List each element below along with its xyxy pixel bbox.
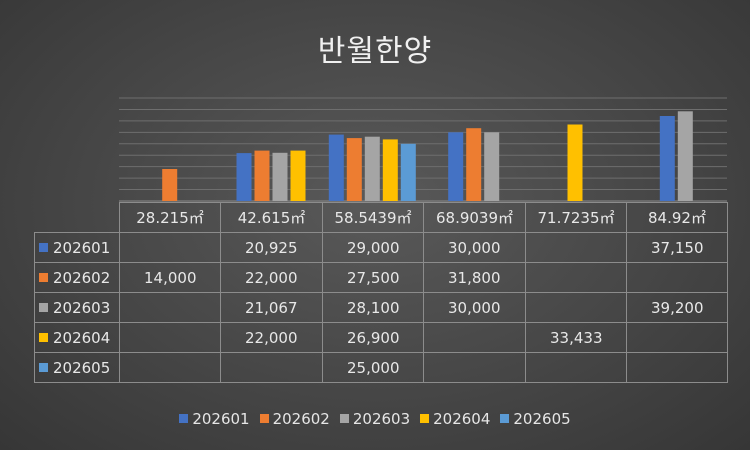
table-cell: 26,900: [322, 322, 424, 353]
table-cell: 22,000: [220, 322, 323, 353]
bar-202603-2: [364, 136, 380, 201]
legend-item: 202602: [259, 410, 330, 428]
table-cell: [423, 322, 526, 353]
legend-item: 202603: [339, 410, 411, 428]
legend-label: 202603: [352, 410, 411, 428]
series-row-header: 202602: [34, 262, 120, 293]
category-label: 28.215㎡: [119, 202, 221, 233]
table-cell: 39,200: [626, 292, 728, 323]
series-name: 202604: [53, 328, 111, 347]
category-label: 58.5439㎡: [322, 202, 424, 233]
series-name: 202601: [53, 238, 111, 257]
series-row-header: 202604: [34, 322, 120, 353]
category-label: 84.92㎡: [626, 202, 728, 233]
table-cell: 21,067: [220, 292, 323, 323]
bar-202603-1: [272, 152, 288, 201]
legend-item: 202604: [420, 410, 490, 428]
table-cell: 27,500: [322, 262, 424, 293]
legend-item: 202605: [500, 410, 571, 428]
table-corner: [34, 202, 120, 233]
table-cell: [119, 232, 221, 263]
legend-label: 202604: [433, 410, 491, 428]
table-cell: [626, 322, 728, 353]
table-cell: [626, 262, 728, 293]
table-cell: [626, 352, 728, 383]
legend-swatch: [420, 414, 430, 423]
series-row-header: 202603: [34, 292, 120, 323]
bar-202601-5: [659, 116, 675, 201]
chart-title: 반월한양: [317, 34, 433, 69]
table-cell: [119, 352, 221, 383]
chart-legend: 202601 202602 202603 202604 202605: [0, 410, 750, 428]
table-row: 202604 22,000 26,900 33,433: [34, 322, 728, 353]
bar-202603-3: [484, 132, 500, 201]
legend-label: 202602: [272, 410, 330, 428]
bar-202602-0: [162, 169, 178, 201]
series-name: 202602: [53, 268, 111, 287]
bar-202601-1: [236, 153, 252, 201]
table-cell: 30,000: [423, 232, 526, 263]
table-cell: [119, 292, 221, 323]
legend-swatch: [259, 414, 269, 423]
legend-swatch: [339, 414, 349, 423]
bar-202601-2: [328, 134, 344, 201]
series-swatch: [39, 332, 48, 342]
bar-202601-3: [448, 132, 464, 201]
table-cell: [220, 352, 323, 383]
series-name: 202605: [53, 358, 111, 377]
bar-202602-1: [254, 150, 270, 201]
table-cell: [525, 352, 627, 383]
table-row: 202603 21,067 28,100 30,000 39,200: [34, 292, 728, 323]
table-cell: [525, 262, 627, 293]
bar-202604-1: [290, 150, 306, 201]
legend-item: 202601: [179, 410, 250, 428]
table-cell: 37,150: [626, 232, 728, 263]
legend-swatch: [500, 414, 510, 423]
category-label: 71.7235㎡: [525, 202, 627, 233]
table-cell: 29,000: [322, 232, 424, 263]
table-row: 202602 14,000 22,000 27,500 31,800: [34, 262, 728, 293]
bar-202605-2: [400, 143, 416, 201]
series-row-header: 202601: [34, 232, 120, 263]
table-row: 202605 25,000: [34, 352, 728, 383]
series-swatch: [39, 272, 48, 282]
table-cell: 25,000: [322, 352, 424, 383]
bar-202602-2: [346, 138, 362, 201]
table-cell: 28,100: [322, 292, 424, 323]
table-cell: 30,000: [423, 292, 526, 323]
table-cell: 14,000: [119, 262, 221, 293]
table-cell: [525, 232, 627, 263]
data-table: 28.215㎡ 42.615㎡ 58.5439㎡ 68.9039㎡ 71.7235㎡ 84…: [34, 202, 728, 383]
table-cell: 20,925: [220, 232, 323, 263]
series-row-header: 202605: [34, 352, 120, 383]
legend-swatch: [179, 414, 189, 423]
series-swatch: [39, 302, 48, 312]
table-row: 202601 20,925 29,000 30,000 37,150: [34, 232, 728, 263]
table-cell: [119, 322, 221, 353]
table-cell: [423, 352, 526, 383]
series-name: 202603: [53, 298, 111, 317]
category-label: 42.615㎡: [220, 202, 323, 233]
bar-202603-5: [677, 111, 693, 201]
series-swatch: [39, 242, 48, 252]
series-swatch: [39, 362, 48, 372]
table-cell: 22,000: [220, 262, 323, 293]
table-cell: 33,433: [525, 322, 627, 353]
table-cell: 31,800: [423, 262, 526, 293]
category-label: 68.9039㎡: [423, 202, 526, 233]
bar-202604-4: [567, 124, 583, 201]
legend-label: 202601: [192, 410, 250, 428]
table-cell: [525, 292, 627, 323]
legend-label: 202605: [513, 410, 571, 428]
bar-202604-2: [382, 139, 398, 201]
bar-202602-3: [466, 128, 482, 201]
